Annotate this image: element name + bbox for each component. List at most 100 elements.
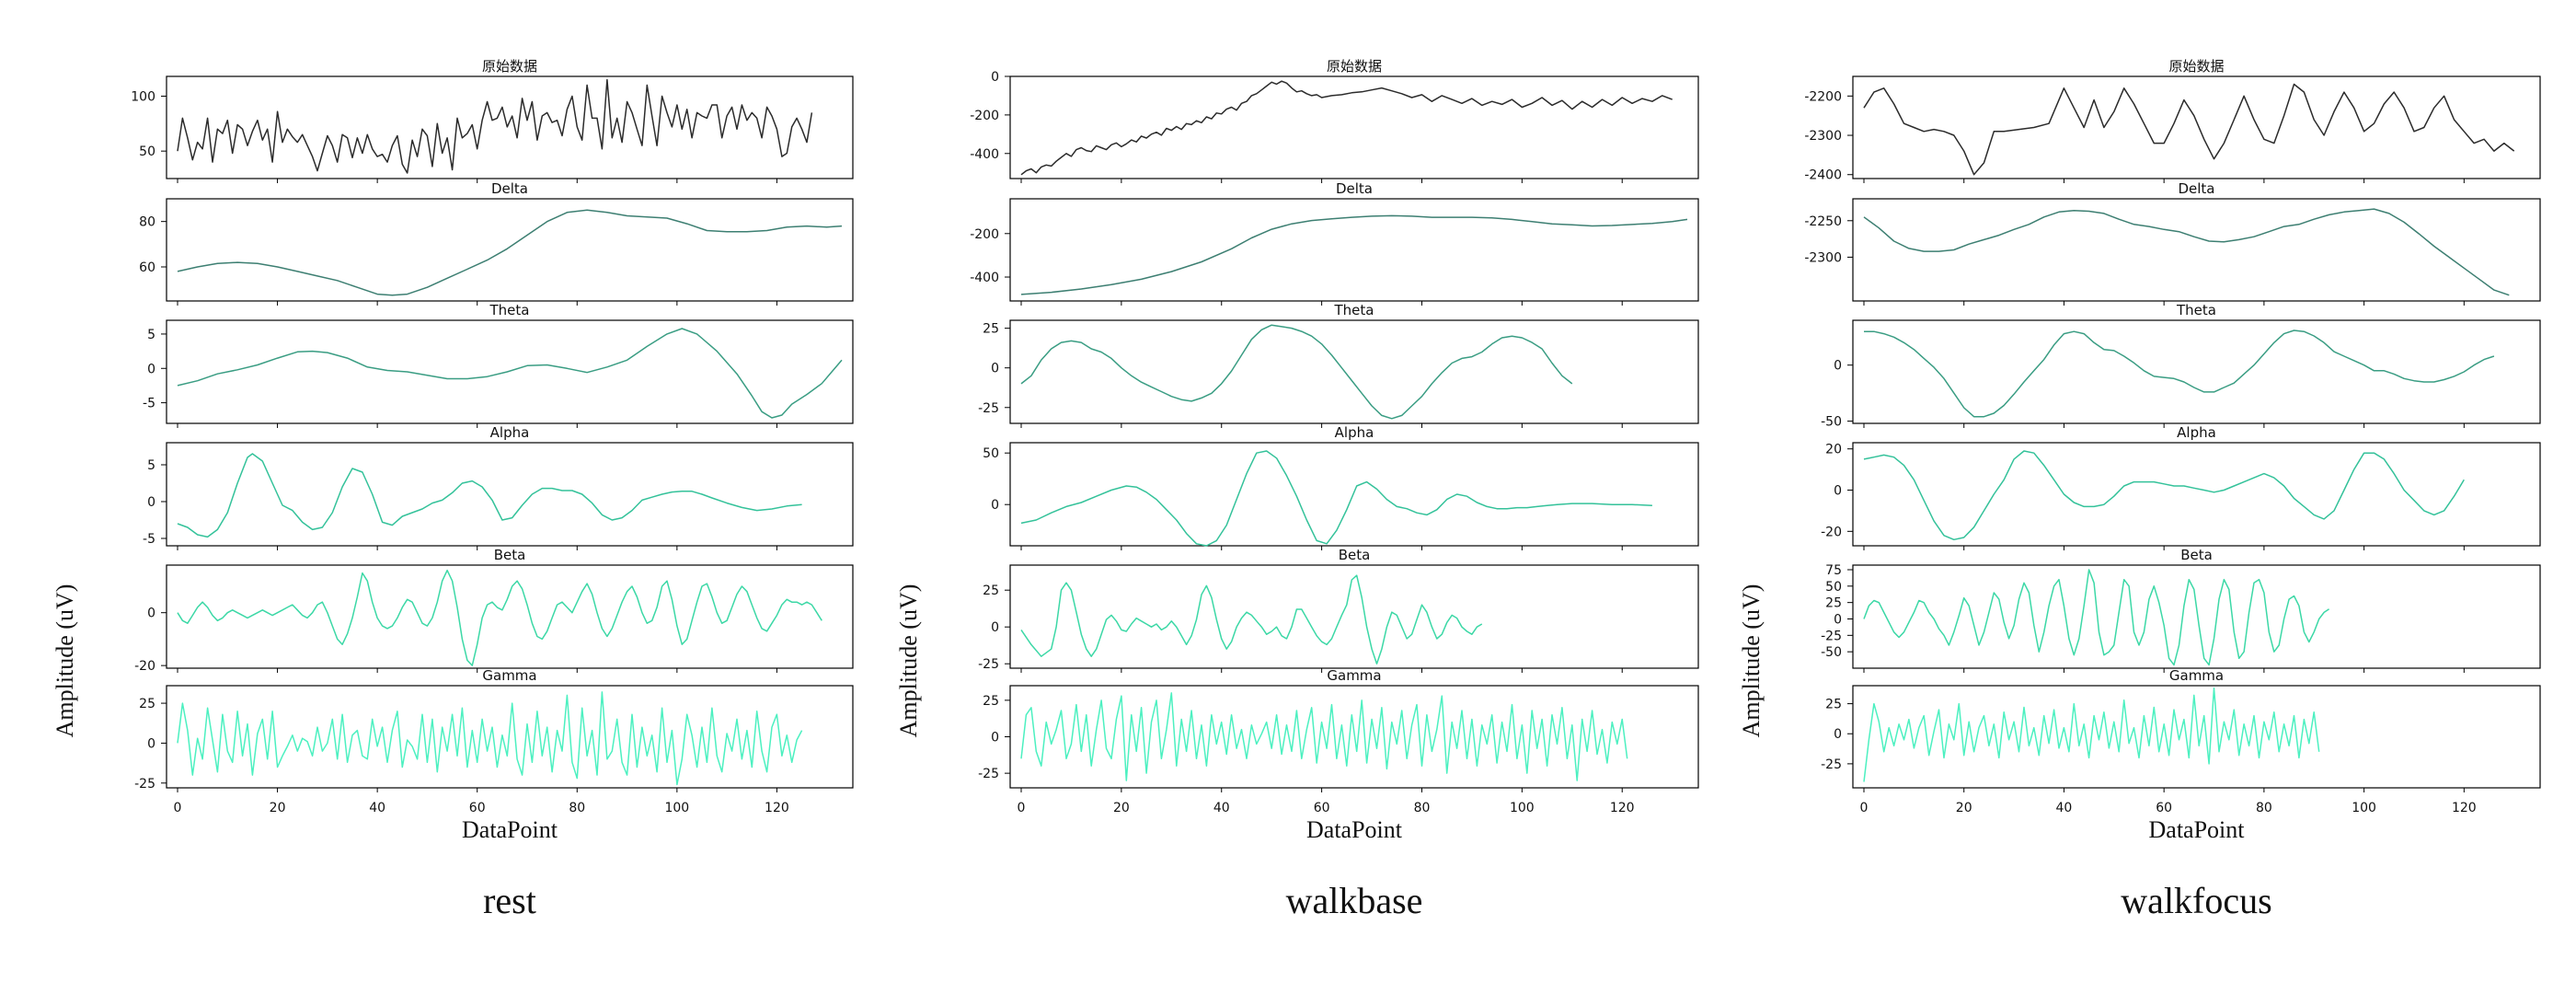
panel-delta: Delta -2250 -2300: [1804, 180, 2541, 306]
series-line-delta: [177, 209, 843, 296]
x-tick-label: 20: [1113, 801, 1130, 815]
y-tick-label: 0: [991, 620, 999, 635]
x-tick-label: 20: [270, 801, 286, 815]
y-tick-label: -25: [978, 401, 999, 416]
axes-frame: [1852, 198, 2541, 302]
y-tick-label: 25: [983, 584, 999, 598]
axes-frame: [166, 685, 854, 789]
y-tick-label: -50: [1821, 415, 1842, 430]
panel-alpha: Alpha 20 0 -20: [1821, 424, 2541, 550]
y-tick-label: -2400: [1804, 168, 1842, 183]
x-tick-label: 120: [2452, 801, 2477, 815]
x-tick-label: 40: [2056, 801, 2073, 815]
panel-title: 原始数据: [2168, 58, 2224, 75]
panel-title: Alpha: [1335, 424, 1374, 441]
series-line-gamma: [1020, 692, 1628, 781]
y-tick-label: 0: [1834, 359, 1842, 374]
y-tick-label: 100: [131, 89, 155, 104]
x-tick-label: 40: [369, 801, 385, 815]
y-tick-label: -200: [970, 109, 999, 123]
panel-title: Gamma: [1327, 667, 1381, 684]
axes-frame: [1852, 442, 2541, 547]
panel-title: Gamma: [2169, 667, 2224, 684]
y-tick-label: -25: [1821, 757, 1842, 772]
series-line-alpha: [1020, 450, 1652, 547]
y-tick-label: 0: [1834, 484, 1842, 499]
panel-title: Delta: [2178, 180, 2214, 197]
panel-title: Theta: [1334, 302, 1374, 318]
condition-caption: rest: [483, 880, 536, 921]
y-axis-label: Amplitude (uV): [895, 584, 922, 738]
y-tick-label: -25: [134, 777, 155, 792]
y-tick-label: 80: [139, 215, 155, 230]
series-line-alpha: [177, 453, 802, 538]
y-axis-label: Amplitude (uV): [52, 584, 78, 738]
series-line-delta: [1020, 214, 1688, 295]
panel-title: 原始数据: [482, 58, 537, 75]
x-tick-label: 80: [2256, 801, 2272, 815]
series-line-theta: [177, 328, 843, 419]
panel-raw: 原始数据 50 100: [131, 58, 854, 183]
y-tick-label: -25: [1821, 629, 1842, 643]
x-axis-label: DataPoint: [1306, 816, 1403, 843]
series-line-delta: [1863, 208, 2510, 296]
panel-title: 原始数据: [1327, 58, 1382, 75]
x-tick-label: 100: [1510, 801, 1535, 815]
y-tick-label: 0: [147, 362, 155, 376]
series-line-raw: [1863, 83, 2515, 176]
axes-frame: [1009, 198, 1699, 302]
panel-raw: 原始数据 0 -200 -400: [970, 58, 1699, 183]
panel-gamma: Gamma -25 0 25: [134, 667, 854, 792]
x-tick-label: 40: [1213, 801, 1230, 815]
y-tick-label: -400: [970, 271, 999, 285]
axes-frame: [1852, 564, 2541, 669]
y-tick-label: 0: [1834, 727, 1842, 742]
x-axis-label: DataPoint: [462, 816, 558, 843]
axes-frame: [1009, 564, 1699, 669]
panel-title: Alpha: [490, 424, 530, 441]
axes-frame: [1852, 319, 2541, 424]
y-tick-label: 0: [991, 362, 999, 376]
y-tick-label: -200: [970, 227, 999, 242]
y-tick-label: -2250: [1804, 214, 1842, 229]
y-tick-label: 50: [983, 446, 999, 461]
y-tick-label: 50: [1825, 580, 1842, 595]
y-tick-label: 25: [1825, 596, 1842, 611]
y-tick-label: -20: [1821, 525, 1842, 539]
axes-frame: [1009, 319, 1699, 424]
x-tick-label: 80: [569, 801, 585, 815]
x-tick-label: 0: [1860, 801, 1869, 815]
y-tick-label: -50: [1821, 645, 1842, 660]
y-tick-label: 60: [139, 260, 155, 275]
y-tick-label: 20: [1825, 443, 1842, 457]
series-line-gamma: [1863, 687, 2320, 782]
axes-frame: [1009, 75, 1699, 179]
series-line-theta: [1864, 329, 2495, 418]
series-line-beta: [1020, 574, 1483, 665]
y-tick-label: 25: [983, 694, 999, 709]
y-tick-label: 0: [991, 70, 999, 85]
axes-frame: [1852, 685, 2541, 789]
condition-caption: walkbase: [1286, 880, 1423, 921]
y-tick-label: 75: [1825, 563, 1842, 578]
axes-frame: [166, 198, 854, 302]
series-line-beta: [1863, 569, 2330, 666]
panel-beta: Beta -20 0: [134, 547, 854, 674]
panel-title: Alpha: [2177, 424, 2216, 441]
panel-title: Beta: [1339, 547, 1371, 563]
panel-title: Theta: [489, 302, 530, 318]
chart-walkbase: 原始数据 0 -200 -400 Delta -200 -400 Theta 25 0 -25 Alp…: [895, 58, 1699, 921]
y-tick-label: -20: [134, 659, 155, 674]
axes-frame: [1852, 75, 2541, 179]
y-tick-label: 0: [147, 736, 155, 751]
y-tick-label: 0: [991, 731, 999, 746]
panel-alpha: Alpha 50 0: [983, 424, 1699, 550]
y-axis-label: Amplitude (uV): [1738, 584, 1765, 738]
panel-title: Beta: [494, 547, 526, 563]
y-tick-label: 25: [983, 322, 999, 337]
panel-title: Beta: [2180, 547, 2213, 563]
y-tick-label: -2300: [1804, 250, 1842, 265]
x-tick-label: 100: [664, 801, 689, 815]
x-tick-label: 0: [1018, 801, 1026, 815]
